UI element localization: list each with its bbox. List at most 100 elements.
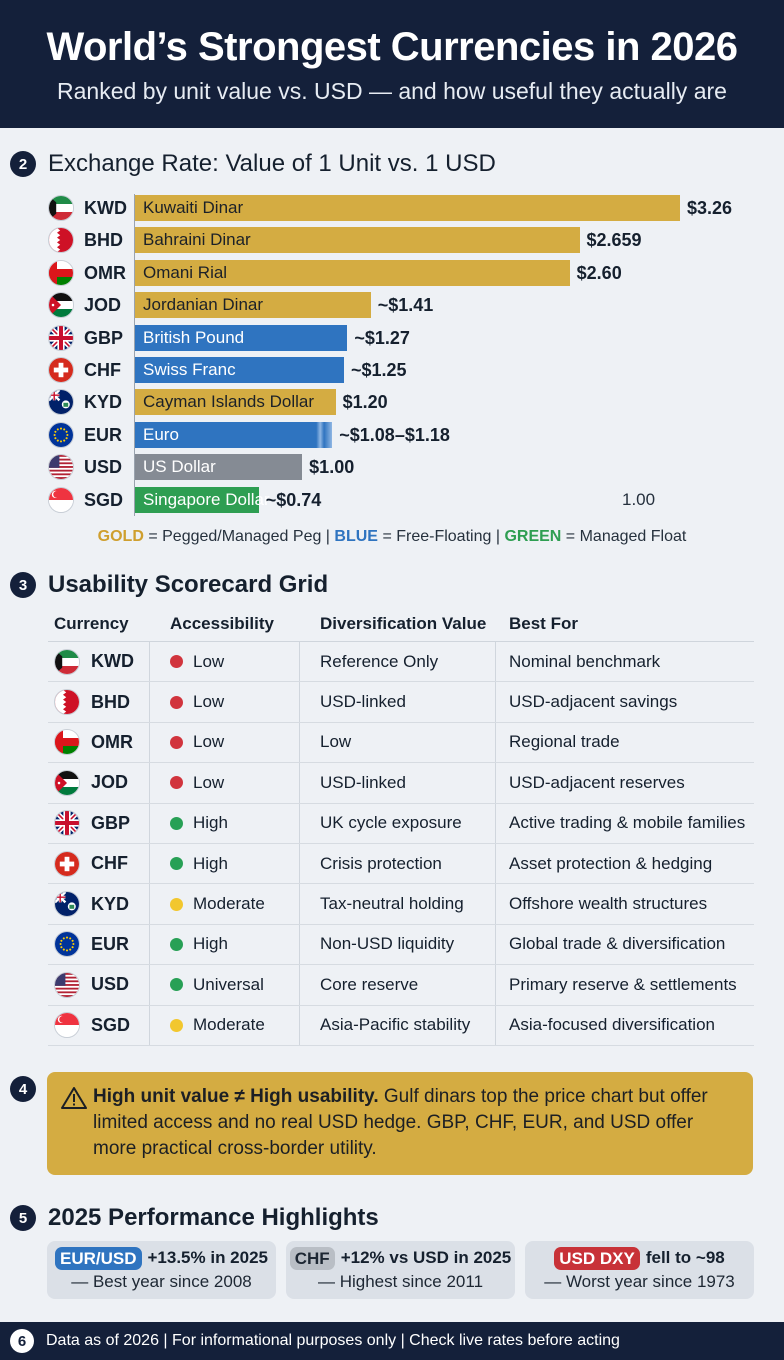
highlight-cards: EUR/USD +13.5% in 2025 — Best year since … [47, 1241, 754, 1299]
cell-accessibility: High [150, 924, 300, 965]
cell-diversification: Core reserve [300, 965, 496, 1005]
cell-diversification: USD-linked [300, 763, 496, 803]
diversification-value: USD-linked [320, 772, 406, 792]
accessibility-value: Low [193, 651, 225, 671]
bar-currency-name: Swiss Franc [143, 360, 236, 379]
chart-row-kwd: KWD Kuwaiti Dinar $3.26 [48, 194, 778, 222]
bar-eur: Euro [135, 421, 333, 448]
cell-accessibility: Moderate [150, 1005, 300, 1045]
legend-blue-text: = Free-Floating | [382, 528, 500, 545]
flag-chf-icon [48, 357, 74, 383]
legend-gold-text: = Pegged/Managed Peg | [148, 528, 330, 545]
flag-bhd-icon [54, 689, 80, 716]
flag-kyd-icon [48, 389, 74, 416]
flag-chf-icon [54, 850, 80, 877]
bar-bhd: Bahraini Dinar [135, 227, 580, 254]
footer-disclaimer: Data as of 2026 | For informational purp… [46, 1332, 620, 1349]
data-label: $3.26 [687, 198, 733, 218]
currency-code: GBP [91, 812, 131, 833]
status-dot-icon [170, 695, 183, 709]
column-header: Best For [509, 613, 578, 633]
status-dot-icon [170, 897, 183, 911]
currency-code: USD [91, 974, 130, 995]
flag-kwd-icon [54, 648, 80, 675]
status-dot-icon [170, 857, 183, 871]
section-number: 4 [10, 1076, 36, 1102]
table-body: KWD Low Reference Only Nominal benchmark BHD… [48, 642, 754, 1046]
legend-green-key: GREEN [504, 528, 562, 545]
cell-best-for: Active trading & mobile families [496, 804, 754, 843]
table-row: EUR High Non-USD liquidity Global trade & d… [48, 924, 754, 966]
section-title: 2025 Performance Highlights [48, 1204, 379, 1231]
section-number: 6 [10, 1329, 34, 1353]
accessibility-value: Low [193, 772, 225, 792]
cell-best-for: USD-adjacent reserves [496, 763, 754, 802]
chart-row-usd: USD US Dollar $1.00 [48, 453, 778, 481]
diversification-value: UK cycle exposure [320, 813, 462, 833]
data-label: ~$0.74 [265, 489, 322, 510]
flag-jod-icon [54, 769, 80, 796]
best-for-value: Regional trade [509, 732, 620, 752]
bar-currency-name: British Pound [143, 327, 245, 347]
status-dot-icon [170, 978, 183, 992]
cell-accessibility: Moderate [150, 884, 300, 924]
best-for-value: USD-adjacent reserves [509, 772, 685, 792]
exchange-rate-chart: KWD Kuwaiti Dinar $3.26 BHD Bahraini Dinar $2… [48, 194, 778, 520]
status-dot-icon [170, 735, 183, 749]
chart-row-chf: CHF Swiss Franc ~$1.25 [48, 356, 778, 384]
bar-currency-name: Kuwaiti Dinar [143, 198, 244, 217]
table-row: OMR Low Low Regional trade [48, 722, 754, 764]
section-scorecard-header: 3 Usability Scorecard Grid [10, 569, 328, 601]
data-label: $2.60 [576, 262, 622, 283]
table-row: USD Universal Core reserve Primary reserve … [48, 965, 754, 1006]
highlight-stat: +12% vs USD in 2025 [340, 1248, 512, 1267]
scorecard-table: Currency Accessibility Diversification V… [48, 606, 754, 1046]
column-header: Currency [54, 613, 129, 633]
cell-currency: USD [48, 965, 150, 1005]
accessibility-value: High [193, 853, 228, 873]
header-banner: World’s Strongest Currencies in 2026 Ran… [0, 0, 784, 128]
status-dot-icon [170, 937, 183, 951]
table-row: GBP High UK cycle exposure Active trading &… [48, 803, 754, 844]
flag-usd-icon [54, 971, 80, 998]
flag-gbp-icon [54, 810, 80, 837]
currency-code: KYD [91, 893, 130, 914]
bar-currency-name: Singapore Dollar [143, 489, 270, 509]
table-row: BHD Low USD-linked USD-adjacent savings [48, 682, 754, 723]
cell-currency: SGD [48, 1005, 150, 1045]
key-takeaway-box: High unit value ≠ High usability. Gulf d… [47, 1072, 753, 1175]
accessibility-value: High [193, 813, 228, 833]
cell-best-for: Global trade & diversification [496, 925, 754, 964]
best-for-value: Active trading & mobile families [509, 813, 746, 833]
highlight-card-chf: CHF +12% vs USD in 2025 — Highest since 2… [286, 1241, 515, 1299]
flag-bhd-icon [48, 227, 74, 254]
cell-currency: BHD [48, 682, 150, 722]
cell-diversification: USD-linked [300, 682, 496, 722]
section-number: 5 [10, 1205, 36, 1231]
highlight-detail: — Best year since 2008 [71, 1272, 252, 1291]
accessibility-value: Low [193, 692, 225, 712]
page-subtitle: Ranked by unit value vs. USD — and how u… [57, 78, 727, 104]
category-label: KWD [84, 198, 127, 218]
status-dot-icon [170, 1018, 183, 1032]
currency-code: KWD [91, 651, 134, 672]
highlight-pill: USD DXY [554, 1246, 640, 1270]
diversification-value: Tax-neutral holding [320, 894, 464, 914]
cell-diversification: Reference Only [300, 642, 496, 682]
bar-currency-name: Jordanian Dinar [143, 295, 264, 315]
currency-code: JOD [91, 772, 129, 793]
flag-eur-icon [54, 931, 80, 958]
best-for-value: Global trade & diversification [509, 934, 726, 954]
status-dot-icon [170, 816, 183, 830]
bar-currency-name: Cayman Islands Dollar [143, 392, 315, 412]
category-label: BHD [84, 230, 123, 251]
chart-legend: GOLD = Pegged/Managed Peg | BLUE = Free-… [0, 528, 784, 546]
cell-diversification: Tax-neutral holding [300, 884, 496, 924]
flag-sgd-icon [48, 486, 74, 513]
bar-usd: US Dollar [135, 454, 303, 481]
bar-sgd: Singapore Dollar [135, 486, 270, 513]
best-for-value: USD-adjacent savings [509, 692, 678, 712]
cell-accessibility: Low [150, 763, 300, 803]
footer-bar: 6 Data as of 2026 | For informational pu… [0, 1322, 784, 1360]
best-for-value: Primary reserve & settlements [509, 974, 737, 994]
